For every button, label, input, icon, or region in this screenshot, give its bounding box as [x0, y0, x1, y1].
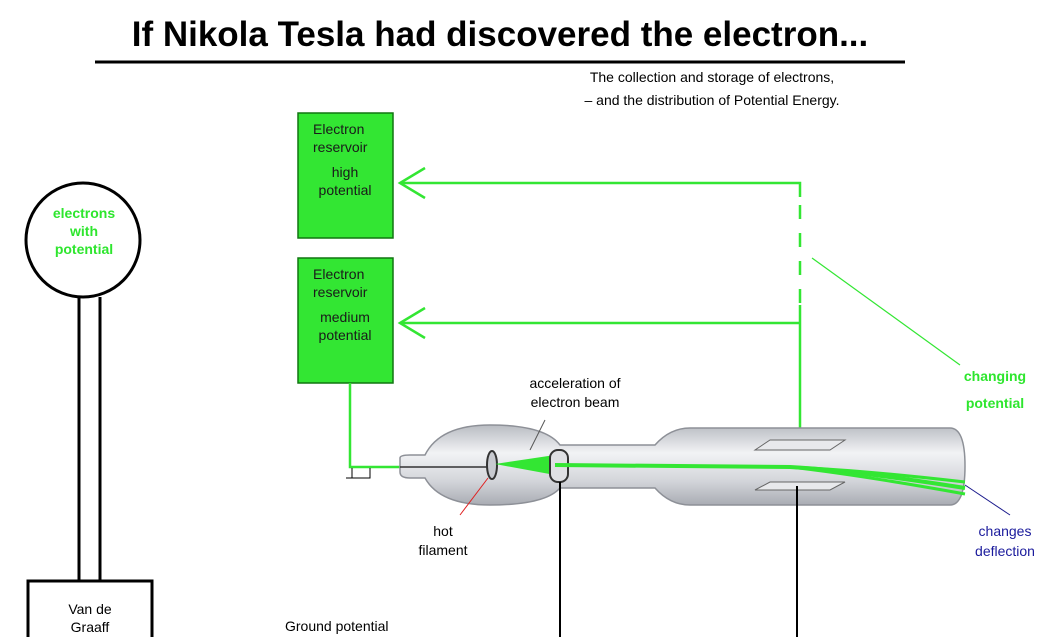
annotation: changes [979, 523, 1032, 539]
node-label: with [69, 223, 98, 239]
beam-cone [495, 455, 555, 475]
pointer [529, 419, 546, 451]
node-label: potential [55, 241, 113, 257]
cathode [486, 450, 498, 480]
node-label: Electron [313, 266, 364, 282]
annotation: Ground potential [285, 618, 389, 634]
annotation: filament [418, 542, 467, 558]
plate [754, 481, 846, 491]
node-label: reservoir [313, 139, 368, 155]
arrowhead [397, 166, 426, 200]
pointer [459, 477, 489, 516]
generator-box [26, 579, 154, 637]
subtitle: – and the distribution of Potential Ener… [584, 92, 839, 108]
wire [400, 181, 802, 197]
node-label: Electron [313, 121, 364, 137]
node-label: potential [319, 182, 372, 198]
sphere [24, 181, 142, 299]
node-label: Van de [68, 601, 112, 617]
node-label: electrons [53, 205, 115, 221]
annotation: deflection [975, 543, 1035, 559]
reservoir [297, 112, 394, 239]
wire [348, 383, 400, 469]
pointer [964, 484, 1011, 516]
pointer [811, 257, 961, 366]
annotation: changing [964, 368, 1026, 384]
node-label: high [332, 164, 358, 180]
node-label: potential [319, 327, 372, 343]
reservoir [297, 257, 394, 384]
annotation: hot [433, 523, 453, 539]
node-label: Graaff [71, 619, 110, 635]
node-label: medium [320, 309, 370, 325]
node-label: reservoir [313, 284, 368, 300]
plate [753, 439, 847, 451]
annotation: electron beam [531, 394, 620, 410]
subtitle: The collection and storage of electrons, [590, 69, 834, 85]
ground-symbol [351, 468, 371, 479]
arrowhead [397, 306, 426, 340]
beam [789, 465, 966, 496]
title: If Nikola Tesla had discovered the elect… [132, 15, 869, 54]
annotation: acceleration of [529, 375, 620, 391]
annotation: potential [966, 395, 1024, 411]
